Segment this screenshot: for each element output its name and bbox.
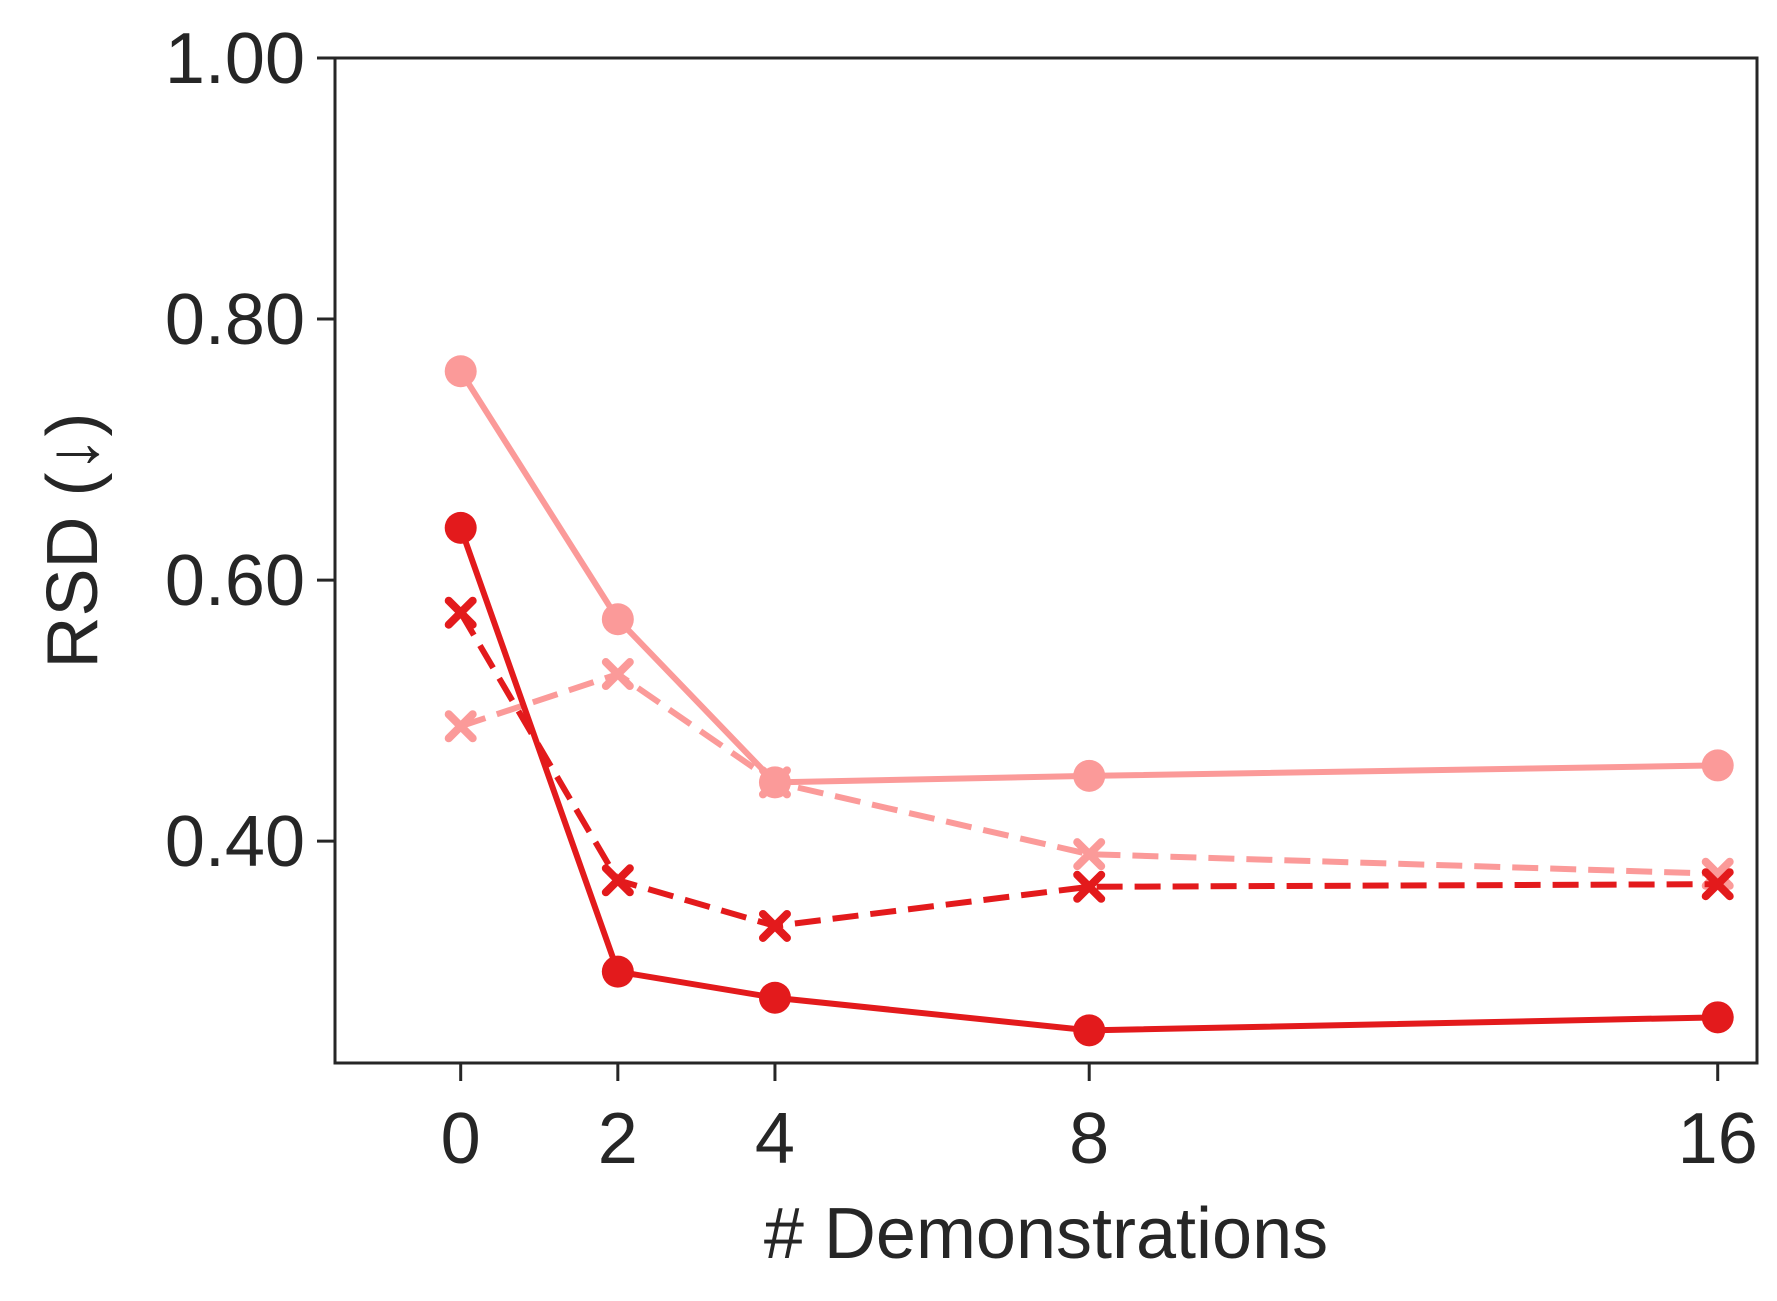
data-point	[444, 511, 477, 544]
y-tick-label: 0.60	[165, 541, 305, 621]
data-point	[601, 955, 634, 988]
data-point	[601, 603, 634, 636]
x-axis: 0 2 4 8 16	[441, 1063, 1758, 1179]
data-point	[444, 355, 477, 388]
x-axis-label: # Demonstrations	[764, 1194, 1328, 1274]
x-tick-label: 8	[1069, 1099, 1109, 1179]
data-point	[758, 909, 791, 942]
series-layer	[444, 355, 1734, 1047]
data-point	[1073, 1014, 1106, 1047]
x-tick-label: 4	[755, 1099, 795, 1179]
data-point	[1701, 1001, 1734, 1034]
x-tick-label: 16	[1678, 1099, 1758, 1179]
data-point	[1701, 749, 1734, 782]
y-tick-label: 0.40	[165, 802, 305, 882]
plot-frame	[333, 56, 1759, 1065]
data-point	[1073, 759, 1106, 792]
data-point	[444, 710, 477, 743]
data-point	[1073, 838, 1106, 871]
y-tick-label: 0.80	[165, 280, 305, 360]
series-line	[458, 369, 1718, 786]
y-axis: 0.40 0.60 0.80 1.00	[165, 19, 335, 882]
data-point	[601, 658, 634, 691]
x-tick-label: 0	[441, 1099, 481, 1179]
data-point	[601, 864, 634, 897]
x-tick-label: 2	[598, 1099, 638, 1179]
series-4	[444, 596, 1734, 942]
data-point	[758, 981, 791, 1014]
data-point	[1073, 870, 1106, 903]
data-point	[1701, 868, 1734, 901]
y-axis-label: RSD (↓)	[33, 413, 113, 669]
data-point	[444, 596, 477, 629]
series-1	[444, 355, 1734, 799]
data-point	[758, 766, 791, 799]
series-3	[444, 511, 1734, 1047]
y-tick-label: 1.00	[165, 19, 305, 99]
